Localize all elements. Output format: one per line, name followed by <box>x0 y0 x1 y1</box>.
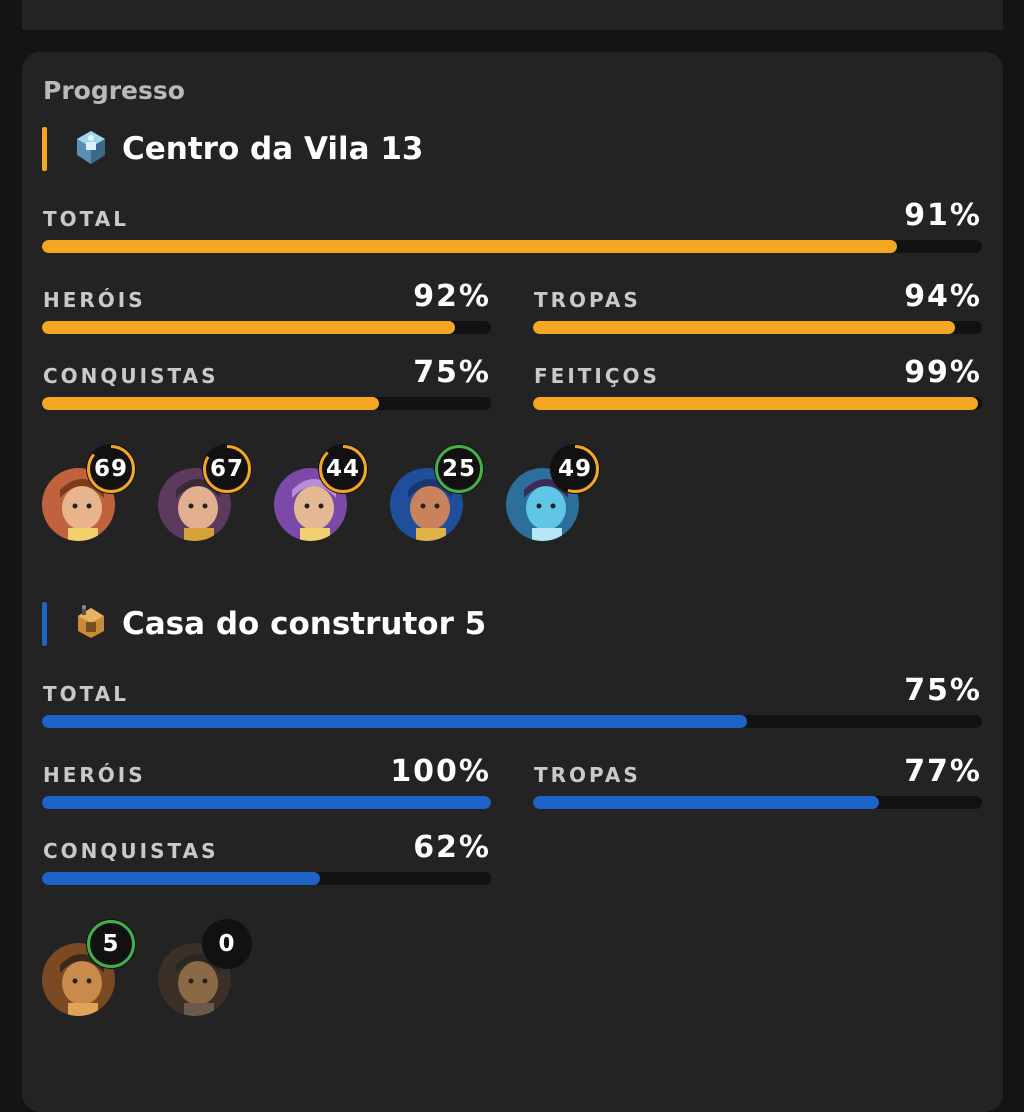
stat-value: 77% <box>904 754 982 789</box>
stat-label: FEITIÇOS <box>534 364 660 388</box>
hero-level: 69 <box>93 456 128 482</box>
level-progress-ring <box>319 445 367 493</box>
hero-level: 25 <box>441 456 476 482</box>
home-achievements-stat: CONQUISTAS 75% <box>42 354 491 410</box>
progress-fill <box>42 321 456 334</box>
stat-label: TROPAS <box>534 288 641 312</box>
stat-value: 62% <box>413 830 491 865</box>
progress-track <box>533 321 982 334</box>
hero-level: 0 <box>218 931 236 957</box>
stat-value: 94% <box>904 279 982 314</box>
progress-fill <box>533 321 956 334</box>
hero-level-badge: 49 <box>550 444 600 494</box>
progress-track <box>42 397 491 410</box>
stat-value: 75% <box>904 673 982 708</box>
builder-total-stat: TOTAL 75% <box>42 672 982 728</box>
progress-fill <box>42 397 379 410</box>
hero-level-badge: 67 <box>202 444 252 494</box>
hero-level-badge: 44 <box>318 444 368 494</box>
section-title: Centro da Vila 13 <box>122 131 424 167</box>
barbarian-king-avatar[interactable]: 69 <box>42 444 142 544</box>
progress-fill <box>42 240 898 253</box>
hero-level: 67 <box>209 456 244 482</box>
builder-heroes-stat: HERÓIS 100% <box>42 753 491 809</box>
section-title: Casa do construtor 5 <box>122 606 487 642</box>
stat-label: TOTAL <box>43 207 129 231</box>
grand-warden-avatar[interactable]: 44 <box>274 444 374 544</box>
home-village-header: Centro da Vila 13 <box>42 127 742 171</box>
progress-fill <box>42 715 747 728</box>
hero-level-badge: 5 <box>86 919 136 969</box>
town-hall-icon <box>72 129 110 167</box>
battle-copter-avatar[interactable]: 0 <box>158 919 258 1019</box>
stat-value: 91% <box>904 198 982 233</box>
hero-level: 49 <box>557 456 592 482</box>
level-progress-ring <box>87 920 135 968</box>
progress-track <box>42 321 491 334</box>
hero-level: 44 <box>325 456 360 482</box>
builder-troops-stat: TROPAS 77% <box>533 753 982 809</box>
home-village-section: Centro da Vila 13 TOTAL 91% HERÓIS 92% T… <box>22 127 1003 587</box>
progress-track <box>42 872 491 885</box>
level-progress-ring <box>551 445 599 493</box>
previous-card <box>22 0 1003 30</box>
hero-level: 5 <box>102 931 120 957</box>
hero-level-badge: 0 <box>202 919 252 969</box>
progress-fill <box>533 796 879 809</box>
section-accent-bar <box>42 602 47 646</box>
hero-level-badge: 25 <box>434 444 484 494</box>
progress-track <box>42 715 982 728</box>
home-spells-stat: FEITIÇOS 99% <box>533 354 982 410</box>
level-progress-ring <box>203 445 251 493</box>
home-troops-stat: TROPAS 94% <box>533 278 982 334</box>
battle-machine-avatar[interactable]: 5 <box>42 919 142 1019</box>
stat-label: HERÓIS <box>43 763 146 787</box>
progress-fill <box>533 397 978 410</box>
level-progress-ring <box>87 445 135 493</box>
builder-base-section: Casa do construtor 5 TOTAL 75% HERÓIS 10… <box>22 602 1003 1022</box>
stat-value: 100% <box>390 754 491 789</box>
builder-achievements-stat: CONQUISTAS 62% <box>42 829 491 885</box>
stat-label: TROPAS <box>534 763 641 787</box>
progress-track <box>533 397 982 410</box>
stat-label: CONQUISTAS <box>43 364 219 388</box>
builder-base-header: Casa do construtor 5 <box>42 602 742 646</box>
minion-prince-avatar[interactable]: 49 <box>506 444 606 544</box>
builder-hall-icon <box>72 604 110 642</box>
stat-label: CONQUISTAS <box>43 839 219 863</box>
stat-label: TOTAL <box>43 682 129 706</box>
stat-value: 75% <box>413 355 491 390</box>
stat-label: HERÓIS <box>43 288 146 312</box>
stat-value: 92% <box>413 279 491 314</box>
progress-track <box>533 796 982 809</box>
level-progress-ring <box>435 445 483 493</box>
progress-fill <box>42 872 321 885</box>
section-accent-bar <box>42 127 47 171</box>
home-total-stat: TOTAL 91% <box>42 197 982 253</box>
progress-card: Progresso Centro da Vila 13 TOTAL 91% HE… <box>22 52 1003 1112</box>
stat-value: 99% <box>904 355 982 390</box>
hero-level-badge: 69 <box>86 444 136 494</box>
archer-queen-avatar[interactable]: 67 <box>158 444 258 544</box>
card-title: Progresso <box>43 76 185 105</box>
progress-fill <box>42 796 491 809</box>
home-heroes-stat: HERÓIS 92% <box>42 278 491 334</box>
hero-portrait <box>158 943 231 1016</box>
progress-track <box>42 796 491 809</box>
royal-champion-avatar[interactable]: 25 <box>390 444 490 544</box>
hero-portrait <box>506 468 579 541</box>
progress-track <box>42 240 982 253</box>
